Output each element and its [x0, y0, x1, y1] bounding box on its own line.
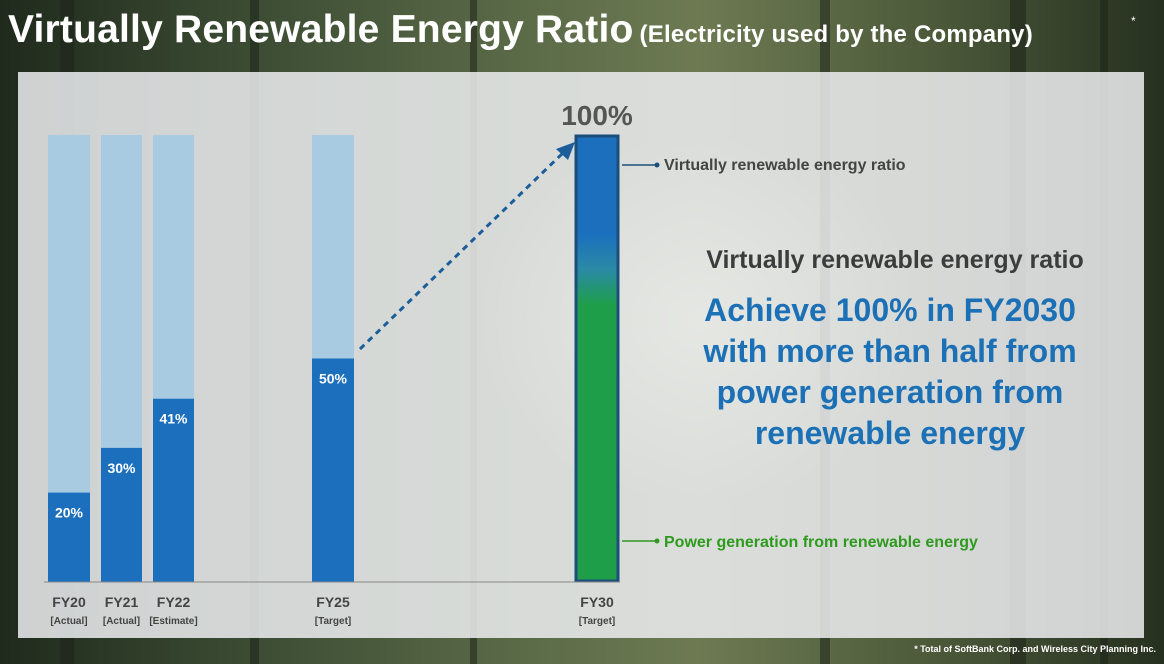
callout-message: Achieve 100% in FY2030 with more than ha…: [630, 290, 1150, 454]
category-label-fy20: FY20: [52, 594, 86, 610]
category-label-fy30: FY30: [580, 594, 614, 610]
value-label-fy25: 50%: [319, 371, 348, 387]
footnote: * Total of SoftBank Corp. and Wireless C…: [914, 644, 1156, 654]
value-label-fy22: 41%: [159, 411, 188, 427]
category-note-fy21: [Actual]: [103, 616, 140, 627]
category-note-fy22: [Estimate]: [149, 616, 197, 627]
bar-fy20: [48, 492, 90, 582]
callout-subtitle: Virtually renewable energy ratio: [706, 246, 1084, 274]
category-note-fy25: [Target]: [315, 616, 351, 627]
trend-arrowhead: [556, 142, 575, 160]
callout-line: with more than half from: [703, 333, 1077, 369]
value-label-fy21: 30%: [107, 460, 136, 476]
callout-line: Achieve 100% in FY2030: [704, 292, 1076, 328]
legend-label-virtual: Virtually renewable energy ratio: [664, 157, 906, 174]
bar-fy22: [153, 398, 194, 582]
title-main: Virtually Renewable Energy Ratio: [8, 8, 634, 51]
category-note-fy20: [Actual]: [50, 616, 87, 627]
trend-arrow: [358, 149, 567, 351]
page-title: Virtually Renewable Energy Ratio (Electri…: [8, 8, 1033, 52]
bar-fy25: [312, 358, 354, 582]
legend-dot-bottom: [654, 538, 660, 544]
category-label-fy25: FY25: [316, 594, 350, 610]
title-footnote-mark: *: [1131, 14, 1136, 28]
value-label-fy20: 20%: [55, 505, 84, 521]
value-label-fy30: 100%: [561, 100, 633, 131]
bar-fy21: [101, 447, 142, 582]
category-label-fy21: FY21: [105, 594, 139, 610]
title-subtitle: (Electricity used by the Company): [639, 21, 1033, 48]
category-label-fy22: FY22: [157, 594, 191, 610]
legend-dot-top: [654, 162, 660, 168]
category-note-fy30: [Target]: [579, 616, 615, 627]
callout-line: renewable energy: [754, 415, 1026, 451]
legend-label-renewable: Power generation from renewable energy: [664, 534, 978, 551]
callout-line: power generation from: [716, 374, 1064, 410]
bar-fy30: [574, 134, 620, 583]
